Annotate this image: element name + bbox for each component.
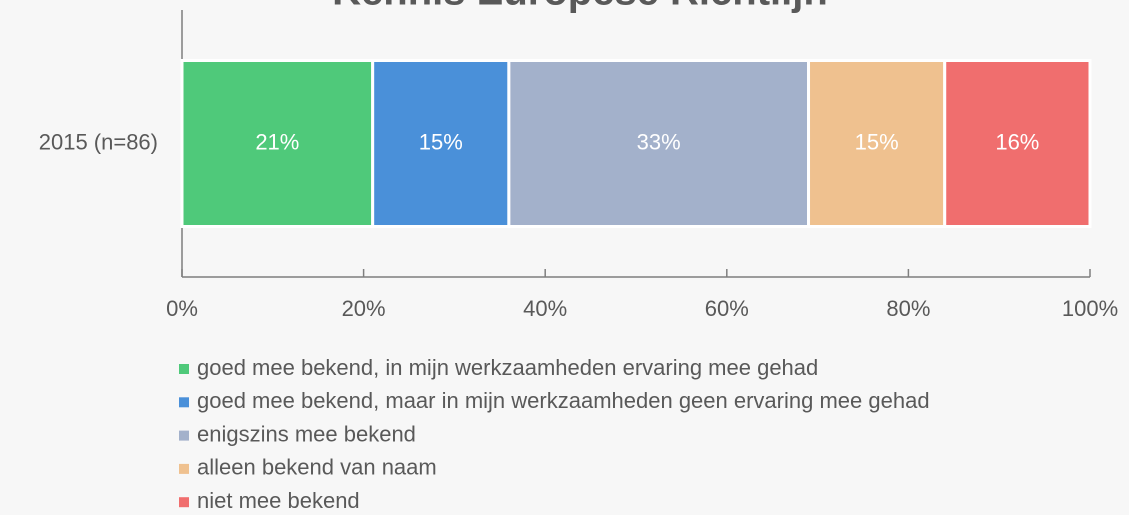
- data-label: 15%: [419, 129, 463, 154]
- legend-label: goed mee bekend, maar in mijn werkzaamhe…: [197, 388, 930, 413]
- x-tick-label: 80%: [886, 296, 930, 321]
- legend-label: enigszins mee bekend: [197, 421, 416, 446]
- legend-swatch: [179, 497, 189, 508]
- legend-swatch: [179, 463, 189, 474]
- legend-label: goed mee bekend, in mijn werkzaamheden e…: [197, 355, 818, 380]
- data-label: 21%: [255, 129, 299, 154]
- x-tick-label: 0%: [166, 296, 198, 321]
- legend-swatch: [179, 430, 189, 441]
- chart-title: Kennis Europese Richtlijn: [332, 0, 828, 14]
- y-tick-label: 2015 (n=86): [39, 129, 158, 154]
- bar-segment: [371, 59, 511, 228]
- legend-swatch: [179, 397, 189, 408]
- data-label: 33%: [637, 129, 681, 154]
- data-label: 15%: [855, 129, 899, 154]
- x-tick-label: 20%: [342, 296, 386, 321]
- bar-segment: [180, 59, 375, 228]
- x-tick-label: 60%: [705, 296, 749, 321]
- legend-label: niet mee bekend: [197, 488, 360, 513]
- data-label: 16%: [995, 129, 1039, 154]
- legend-label: alleen bekend van naam: [197, 455, 437, 480]
- x-tick-label: 100%: [1062, 296, 1118, 321]
- legend-swatch: [179, 364, 189, 374]
- x-tick-label: 40%: [523, 296, 567, 321]
- bar-segment: [943, 59, 1092, 228]
